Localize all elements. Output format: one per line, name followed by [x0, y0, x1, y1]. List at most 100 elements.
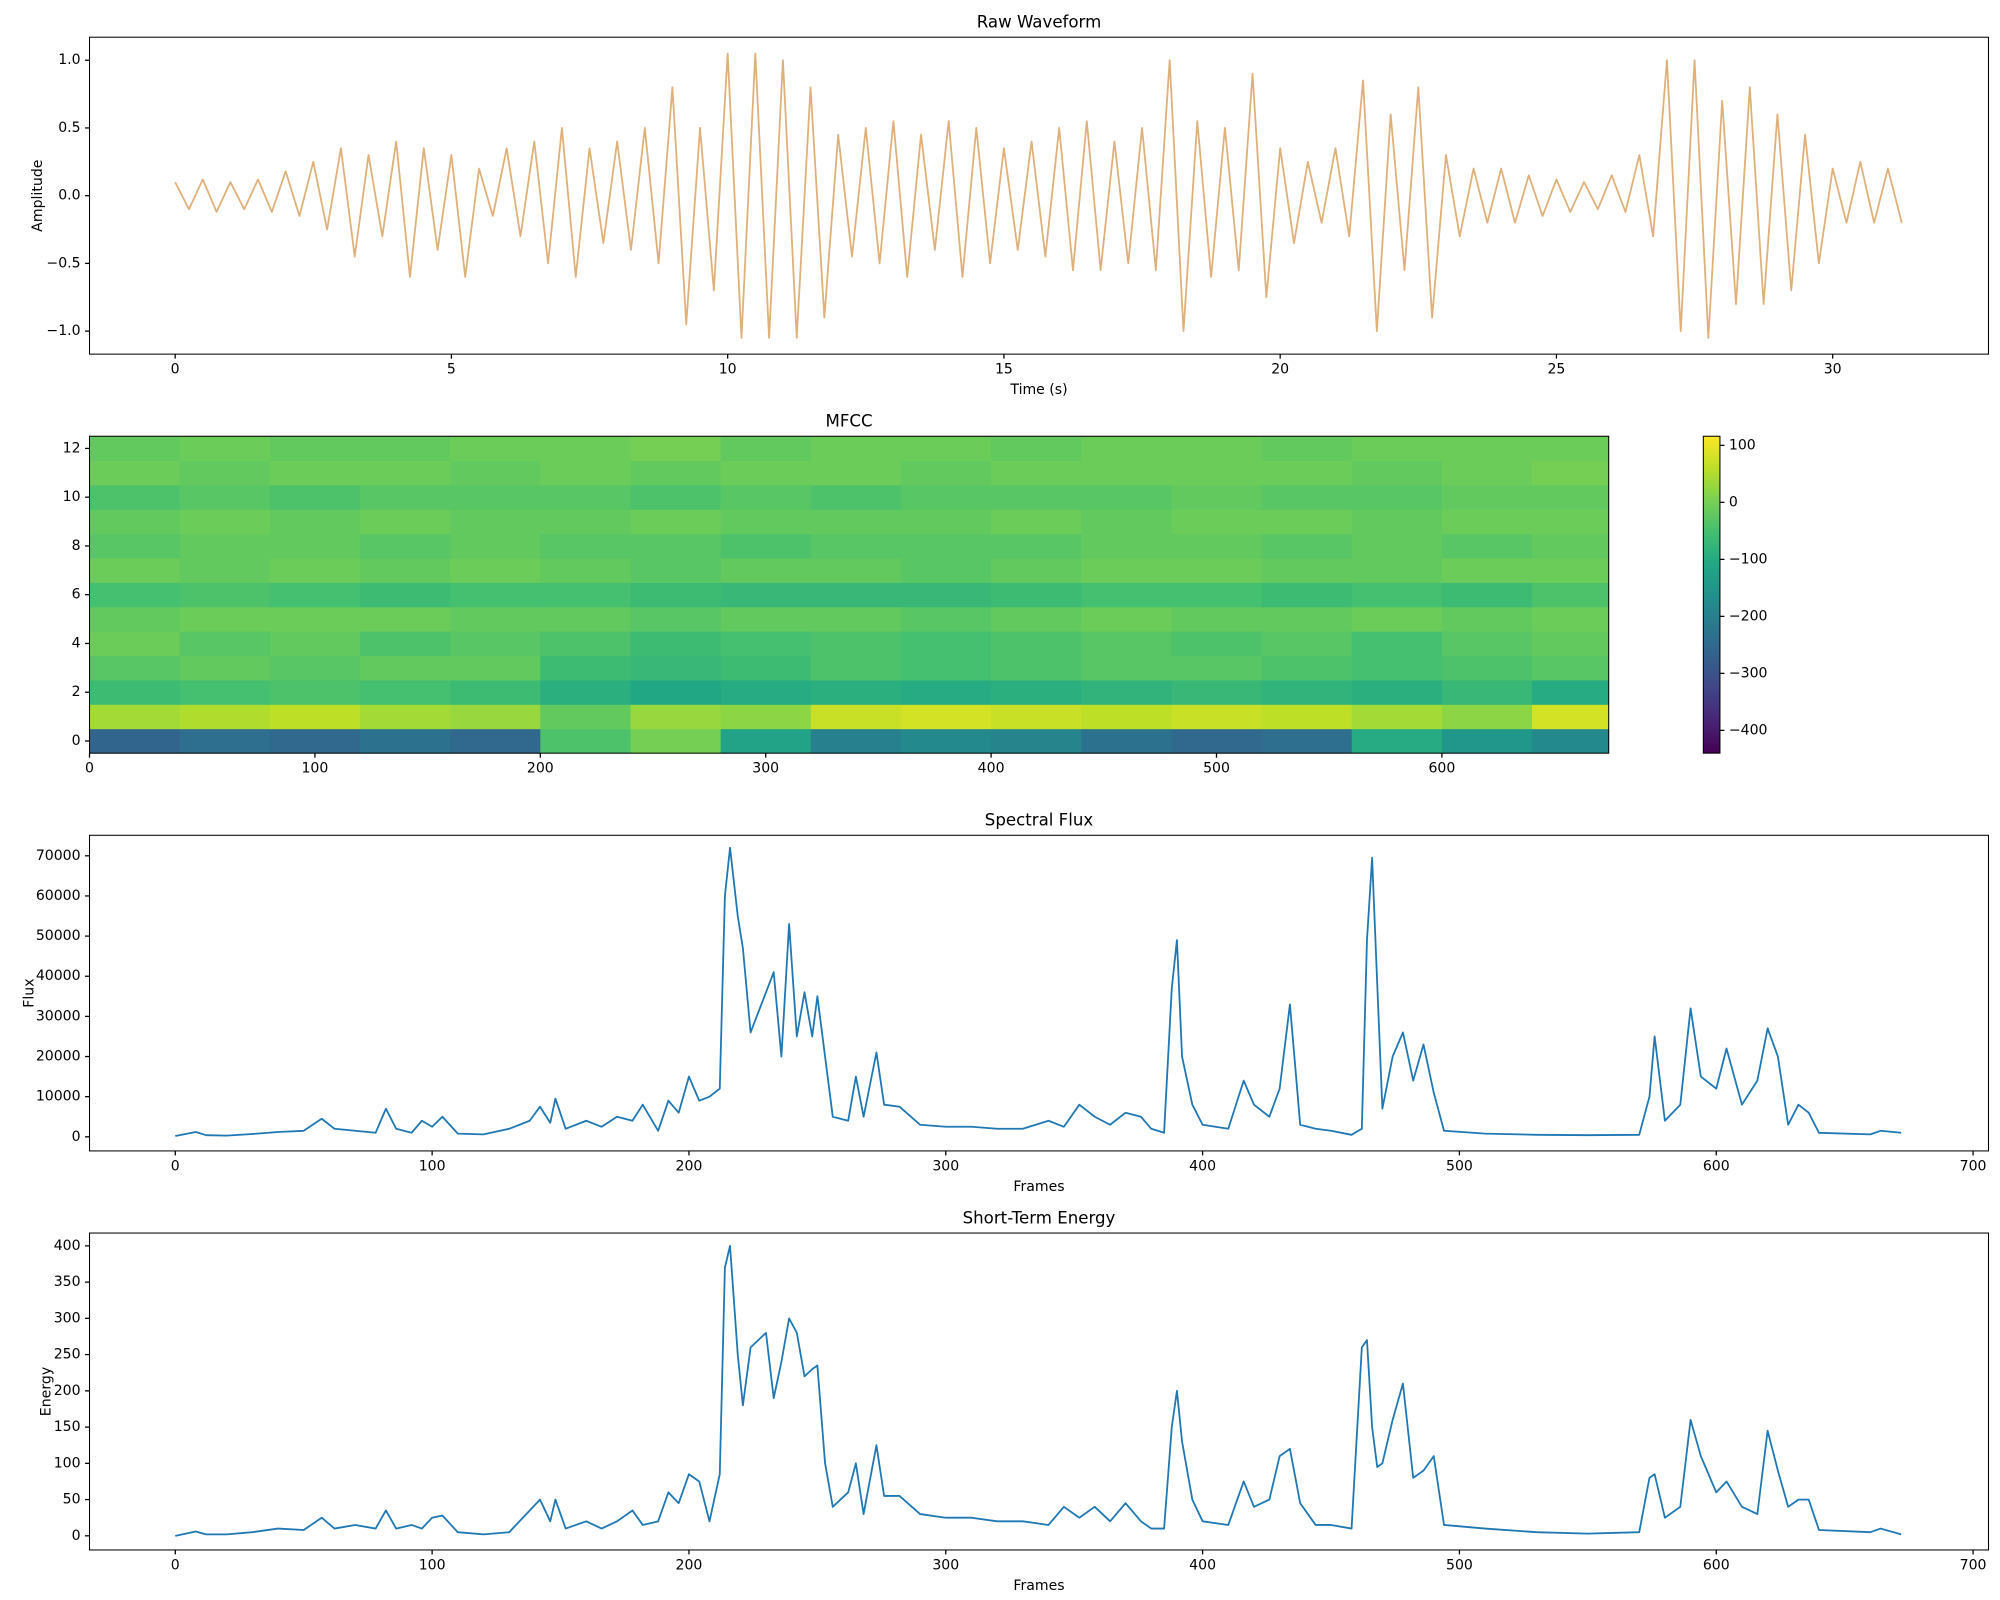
y-tick-label: 2: [72, 684, 81, 700]
colorbar-tick-label: 100: [1729, 437, 1756, 453]
heatmap-cell: [810, 631, 902, 657]
axes-frame: [89, 834, 1990, 1152]
heatmap-cell: [540, 533, 631, 559]
heatmap-cell: [991, 704, 1082, 730]
heatmap-cell: [450, 728, 541, 754]
x-tick-label: 500: [1446, 1557, 1473, 1573]
heatmap-cell: [1081, 533, 1172, 559]
x-tick-label: 500: [1446, 1158, 1473, 1174]
heatmap-cell: [1441, 728, 1533, 754]
heatmap-cell: [810, 485, 902, 510]
y-tick-label: 30000: [36, 1008, 81, 1024]
heatmap-cell: [991, 680, 1082, 705]
heatmap-cell: [269, 680, 361, 705]
heatmap-cell: [810, 704, 902, 730]
heatmap-cell: [1441, 533, 1533, 559]
heatmap-cell: [89, 582, 181, 608]
heatmap-cell: [1171, 606, 1262, 632]
heatmap-cell: [1081, 558, 1172, 583]
heatmap-cell: [720, 582, 812, 608]
x-tick-label: 600: [1703, 1557, 1730, 1573]
heatmap-cell: [179, 680, 271, 705]
x-tick-label: 300: [752, 761, 779, 777]
x-tick-label: 0: [85, 761, 94, 777]
heatmap-cell: [810, 460, 902, 486]
heatmap-cell: [89, 460, 181, 486]
heatmap-cell: [359, 558, 451, 583]
heatmap-cell: [1532, 728, 1610, 754]
heatmap-cell: [89, 485, 181, 510]
data-line: [175, 846, 1902, 1137]
heatmap-cell: [1081, 606, 1172, 632]
heatmap-cell: [1532, 558, 1610, 583]
heatmap-cell: [1532, 460, 1610, 486]
heatmap-cell: [991, 509, 1082, 535]
heatmap-cell: [1261, 485, 1353, 510]
heatmap-cell: [1351, 728, 1443, 754]
heatmap-cell: [810, 728, 902, 754]
data-line: [174, 52, 1903, 339]
heatmap-cell: [630, 655, 722, 681]
heatmap-cell: [1532, 704, 1610, 730]
heatmap-cell: [630, 582, 722, 608]
y-tick-label: 40000: [36, 968, 81, 984]
heatmap-cell: [1261, 460, 1353, 486]
heatmap-cell: [179, 728, 271, 754]
y-tick-label: 0: [72, 733, 81, 749]
heatmap-cell: [1351, 582, 1443, 608]
heatmap-cell: [269, 606, 361, 632]
heatmap-cell: [630, 558, 722, 583]
y-axis-label: Flux: [21, 978, 37, 1007]
heatmap-cell: [900, 631, 992, 657]
heatmap-cell: [810, 606, 902, 632]
heatmap-cell: [1171, 582, 1262, 608]
x-tick-label: 700: [1960, 1557, 1987, 1573]
heatmap-cell: [1532, 533, 1610, 559]
heatmap-cell: [179, 436, 271, 462]
heatmap-cell: [630, 704, 722, 730]
x-axis-label: Frames: [1013, 1179, 1064, 1195]
y-tick-label: 50000: [36, 928, 81, 944]
y-tick-label: 0: [72, 1528, 81, 1544]
heatmap-cell: [1081, 485, 1172, 510]
heatmap-cell: [1261, 582, 1353, 608]
heatmap-cell: [1351, 485, 1443, 510]
y-tick-label: 300: [54, 1310, 81, 1326]
heatmap-cell: [1441, 485, 1533, 510]
heatmap-cell: [630, 680, 722, 705]
heatmap-cell: [450, 704, 541, 730]
heatmap-cell: [450, 436, 541, 462]
heatmap-cell: [359, 485, 451, 510]
colorbar-tick-label: −400: [1729, 722, 1768, 738]
heatmap-cell: [540, 704, 631, 730]
x-tick-label: 400: [1189, 1158, 1216, 1174]
y-tick-label: 150: [54, 1419, 81, 1435]
heatmap-cell: [450, 606, 541, 632]
heatmap-cell: [991, 485, 1082, 510]
x-tick-label: 700: [1960, 1158, 1987, 1174]
chart-title: Short-Term Energy: [963, 1208, 1116, 1227]
heatmap-cell: [900, 533, 992, 559]
heatmap-cell: [179, 533, 271, 559]
heatmap-cell: [269, 558, 361, 583]
y-tick-label: 0: [72, 1129, 81, 1145]
heatmap-cell: [179, 631, 271, 657]
heatmap-cell: [1441, 558, 1533, 583]
heatmap-cell: [991, 533, 1082, 559]
heatmap-cell: [991, 728, 1082, 754]
heatmap-cell: [720, 680, 812, 705]
y-tick-label: 20000: [36, 1049, 81, 1065]
heatmap-cell: [359, 728, 451, 754]
heatmap-cell: [359, 436, 451, 462]
x-tick-label: 100: [419, 1557, 446, 1573]
heatmap-cell: [720, 436, 812, 462]
heatmap-cell: [359, 704, 451, 730]
heatmap-cell: [1171, 655, 1262, 681]
heatmap-cell: [630, 436, 722, 462]
heatmap-cell: [991, 631, 1082, 657]
heatmap-cell: [1441, 606, 1533, 632]
heatmap-cell: [1441, 460, 1533, 486]
heatmap-cell: [991, 655, 1082, 681]
x-tick-label: 30: [1824, 362, 1842, 378]
